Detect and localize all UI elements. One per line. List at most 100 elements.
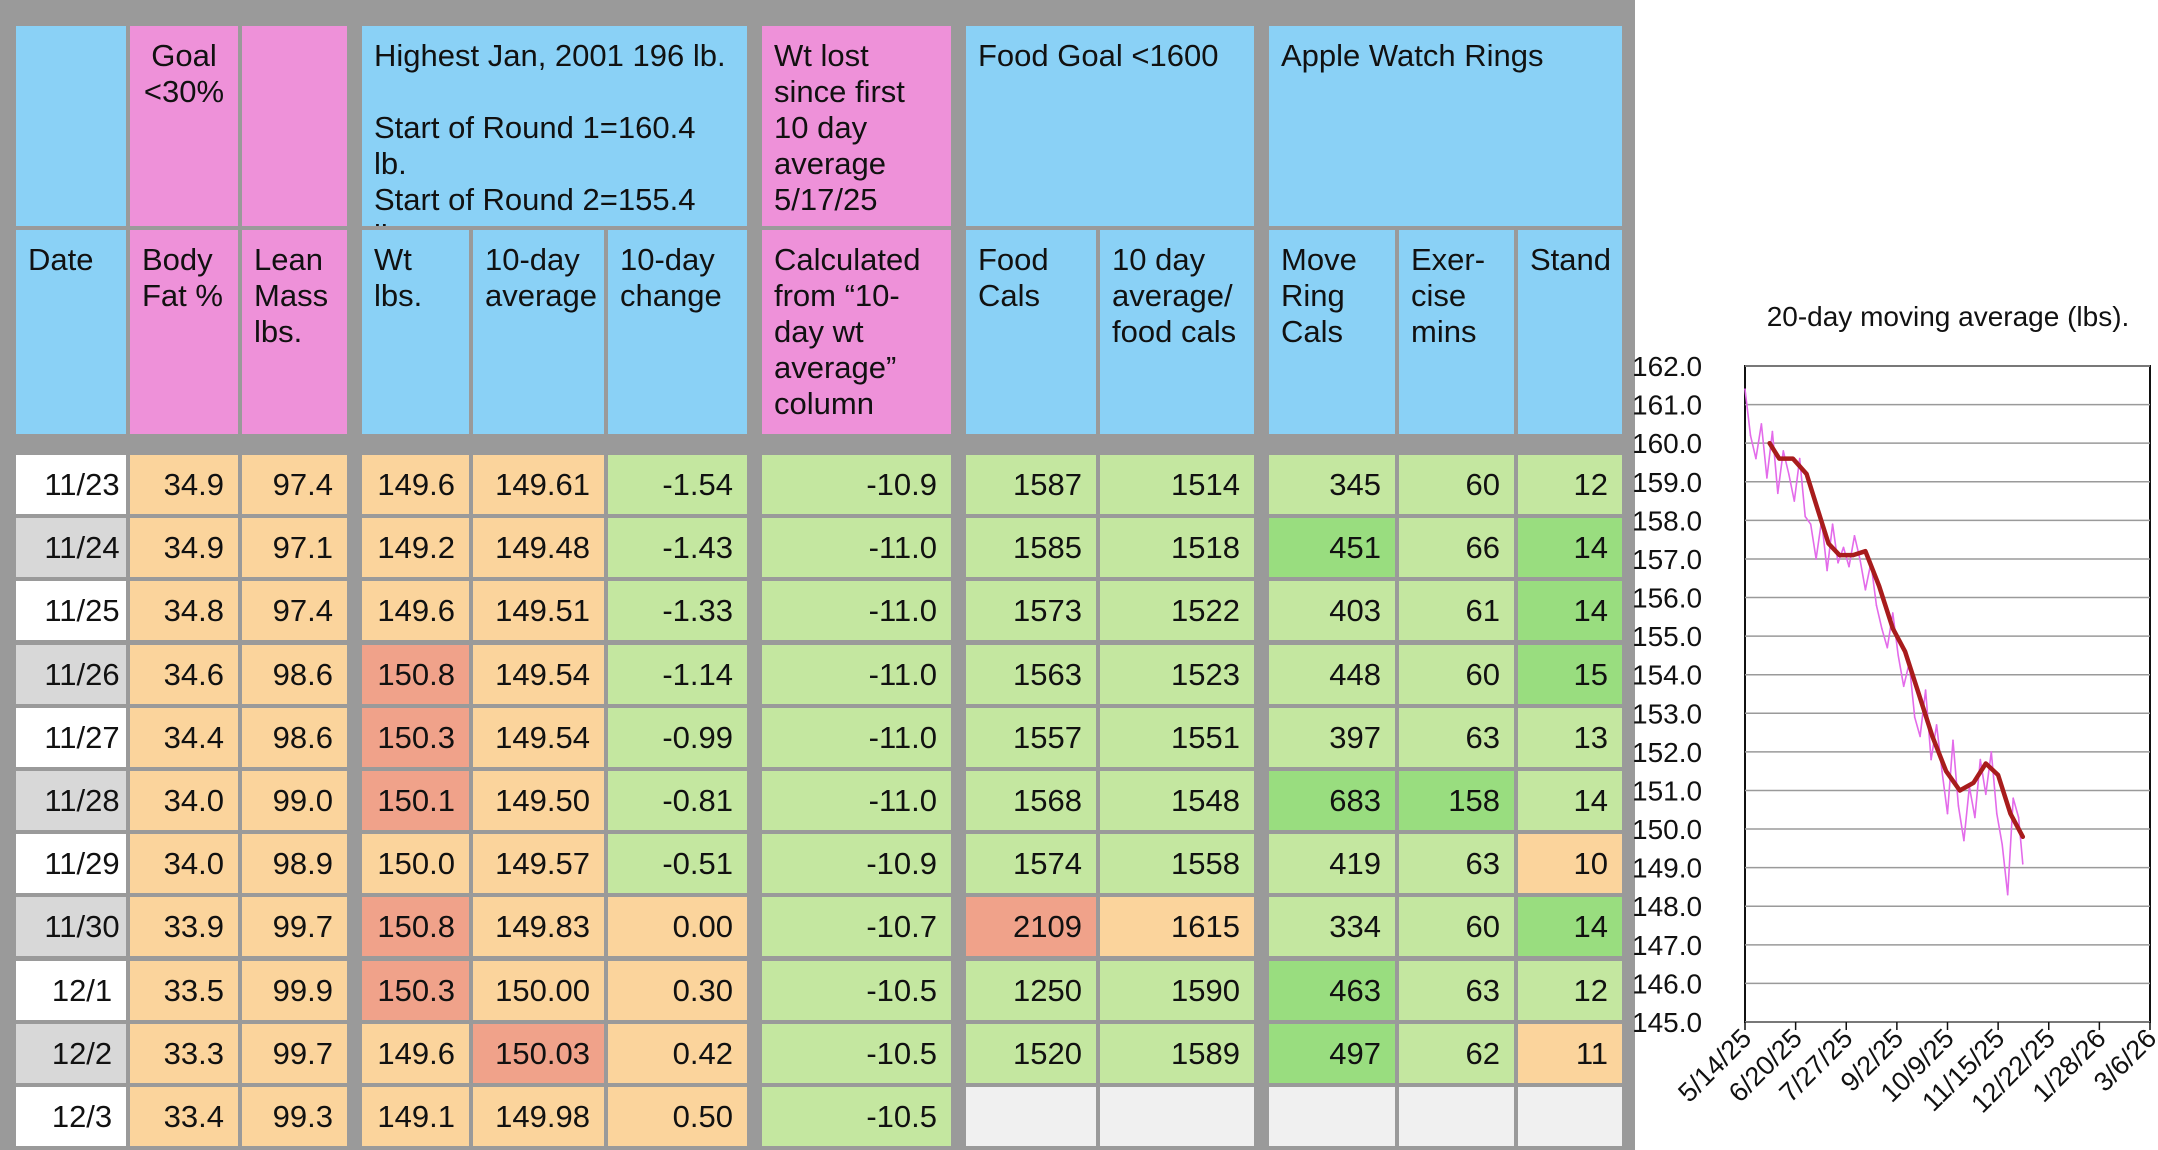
cell-body-fat[interactable]: 34.6	[130, 645, 238, 704]
cell-exercise-mins[interactable]: 61	[1399, 581, 1514, 640]
cell-wt-lost[interactable]: -10.5	[762, 961, 951, 1020]
cell-ten-day-average[interactable]: 149.61	[473, 455, 604, 514]
cell-food-cals[interactable]	[966, 1087, 1096, 1146]
cell-weight[interactable]: 150.3	[362, 708, 469, 767]
cell-wt-lost[interactable]: -10.9	[762, 455, 951, 514]
cell-lean-mass[interactable]: 99.0	[242, 771, 347, 830]
cell-lean-mass[interactable]: 97.1	[242, 518, 347, 577]
cell-wt-lost[interactable]: -10.5	[762, 1087, 951, 1146]
cell-weight[interactable]: 149.2	[362, 518, 469, 577]
cell-wt-lost[interactable]: -11.0	[762, 708, 951, 767]
cell-ten-day-change[interactable]: -1.14	[608, 645, 747, 704]
cell-date[interactable]: 11/26	[16, 645, 126, 704]
cell-move-ring[interactable]: 403	[1269, 581, 1395, 640]
cell-exercise-mins[interactable]: 63	[1399, 834, 1514, 893]
cell-exercise-mins[interactable]	[1399, 1087, 1514, 1146]
cell-food-cals[interactable]: 1573	[966, 581, 1096, 640]
cell-ten-day-change[interactable]: -0.99	[608, 708, 747, 767]
cell-lean-mass[interactable]: 99.3	[242, 1087, 347, 1146]
cell-exercise-mins[interactable]: 60	[1399, 455, 1514, 514]
cell-move-ring[interactable]: 463	[1269, 961, 1395, 1020]
cell-food-cals[interactable]: 1520	[966, 1024, 1096, 1083]
cell-ten-day-change[interactable]: 0.30	[608, 961, 747, 1020]
cell-food-average[interactable]: 1558	[1100, 834, 1254, 893]
cell-lean-mass[interactable]: 98.9	[242, 834, 347, 893]
cell-date[interactable]: 11/25	[16, 581, 126, 640]
cell-ten-day-change[interactable]: 0.42	[608, 1024, 747, 1083]
cell-lean-mass[interactable]: 99.9	[242, 961, 347, 1020]
cell-move-ring[interactable]: 397	[1269, 708, 1395, 767]
cell-move-ring[interactable]: 419	[1269, 834, 1395, 893]
cell-stand[interactable]: 13	[1518, 708, 1622, 767]
cell-food-average[interactable]: 1551	[1100, 708, 1254, 767]
cell-weight[interactable]: 149.6	[362, 581, 469, 640]
cell-ten-day-average[interactable]: 150.00	[473, 961, 604, 1020]
cell-wt-lost[interactable]: -10.5	[762, 1024, 951, 1083]
cell-stand[interactable]: 11	[1518, 1024, 1622, 1083]
cell-weight[interactable]: 150.3	[362, 961, 469, 1020]
cell-ten-day-change[interactable]: 0.00	[608, 897, 747, 956]
cell-body-fat[interactable]: 34.0	[130, 771, 238, 830]
cell-move-ring[interactable]: 334	[1269, 897, 1395, 956]
cell-ten-day-change[interactable]: -1.54	[608, 455, 747, 514]
cell-food-average[interactable]: 1548	[1100, 771, 1254, 830]
cell-body-fat[interactable]: 33.3	[130, 1024, 238, 1083]
cell-date[interactable]: 11/24	[16, 518, 126, 577]
cell-body-fat[interactable]: 34.9	[130, 518, 238, 577]
cell-lean-mass[interactable]: 99.7	[242, 1024, 347, 1083]
cell-date[interactable]: 11/27	[16, 708, 126, 767]
cell-move-ring[interactable]: 451	[1269, 518, 1395, 577]
cell-food-average[interactable]: 1514	[1100, 455, 1254, 514]
cell-date[interactable]: 11/23	[16, 455, 126, 514]
cell-exercise-mins[interactable]: 62	[1399, 1024, 1514, 1083]
cell-exercise-mins[interactable]: 66	[1399, 518, 1514, 577]
cell-stand[interactable]: 14	[1518, 897, 1622, 956]
cell-food-cals[interactable]: 1587	[966, 455, 1096, 514]
cell-food-average[interactable]: 1589	[1100, 1024, 1254, 1083]
cell-wt-lost[interactable]: -10.9	[762, 834, 951, 893]
cell-ten-day-change[interactable]: -0.81	[608, 771, 747, 830]
cell-ten-day-average[interactable]: 149.48	[473, 518, 604, 577]
cell-food-cals[interactable]: 1585	[966, 518, 1096, 577]
cell-food-cals[interactable]: 1563	[966, 645, 1096, 704]
cell-food-cals[interactable]: 1574	[966, 834, 1096, 893]
cell-body-fat[interactable]: 34.8	[130, 581, 238, 640]
cell-stand[interactable]: 14	[1518, 771, 1622, 830]
cell-date[interactable]: 11/29	[16, 834, 126, 893]
cell-weight[interactable]: 150.8	[362, 645, 469, 704]
cell-food-average[interactable]	[1100, 1087, 1254, 1146]
cell-weight[interactable]: 149.1	[362, 1087, 469, 1146]
cell-weight[interactable]: 149.6	[362, 1024, 469, 1083]
cell-ten-day-average[interactable]: 150.03	[473, 1024, 604, 1083]
cell-ten-day-average[interactable]: 149.51	[473, 581, 604, 640]
cell-date[interactable]: 12/2	[16, 1024, 126, 1083]
cell-body-fat[interactable]: 34.0	[130, 834, 238, 893]
cell-body-fat[interactable]: 33.4	[130, 1087, 238, 1146]
cell-food-average[interactable]: 1522	[1100, 581, 1254, 640]
cell-ten-day-average[interactable]: 149.98	[473, 1087, 604, 1146]
cell-lean-mass[interactable]: 98.6	[242, 708, 347, 767]
cell-stand[interactable]: 12	[1518, 961, 1622, 1020]
cell-ten-day-average[interactable]: 149.54	[473, 645, 604, 704]
cell-wt-lost[interactable]: -10.7	[762, 897, 951, 956]
cell-food-average[interactable]: 1615	[1100, 897, 1254, 956]
cell-move-ring[interactable]: 448	[1269, 645, 1395, 704]
cell-exercise-mins[interactable]: 60	[1399, 645, 1514, 704]
cell-stand[interactable]: 12	[1518, 455, 1622, 514]
cell-exercise-mins[interactable]: 63	[1399, 708, 1514, 767]
cell-stand[interactable]: 15	[1518, 645, 1622, 704]
cell-wt-lost[interactable]: -11.0	[762, 645, 951, 704]
cell-weight[interactable]: 150.0	[362, 834, 469, 893]
cell-stand[interactable]: 14	[1518, 581, 1622, 640]
cell-date[interactable]: 11/28	[16, 771, 126, 830]
cell-date[interactable]: 12/1	[16, 961, 126, 1020]
cell-date[interactable]: 11/30	[16, 897, 126, 956]
cell-body-fat[interactable]: 33.9	[130, 897, 238, 956]
cell-weight[interactable]: 150.8	[362, 897, 469, 956]
cell-move-ring[interactable]: 683	[1269, 771, 1395, 830]
cell-body-fat[interactable]: 34.9	[130, 455, 238, 514]
cell-ten-day-change[interactable]: -1.43	[608, 518, 747, 577]
cell-lean-mass[interactable]: 97.4	[242, 455, 347, 514]
cell-stand[interactable]	[1518, 1087, 1622, 1146]
cell-ten-day-change[interactable]: -0.51	[608, 834, 747, 893]
